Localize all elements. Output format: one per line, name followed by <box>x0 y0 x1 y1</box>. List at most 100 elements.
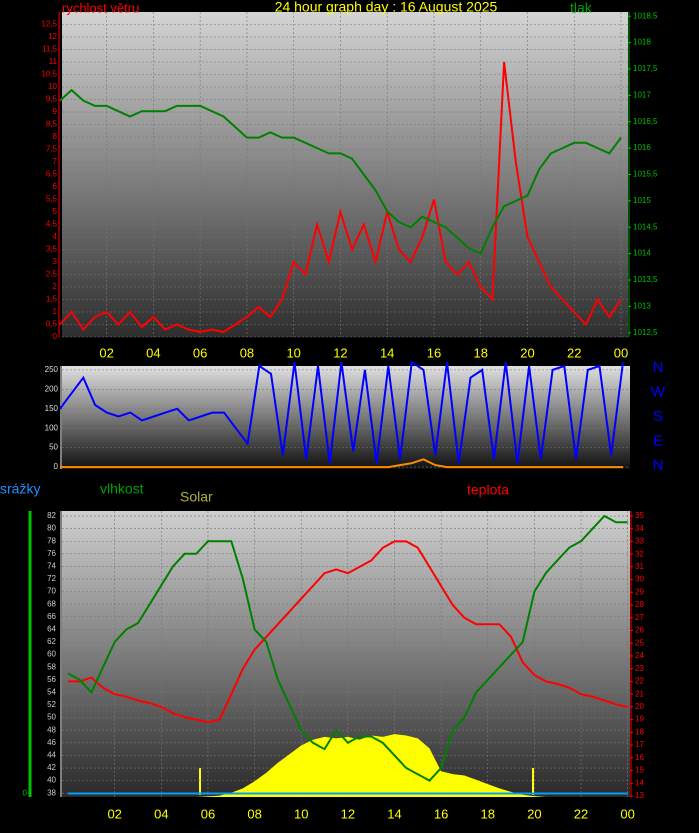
y2-axis-label: tlak <box>570 0 593 16</box>
y-tick-label: 1018,5 <box>633 11 658 20</box>
line <box>59 61 622 334</box>
y-tick-label: 50 <box>47 713 56 722</box>
y-tick-label: 1012,5 <box>633 328 658 337</box>
y-tick-label: 72 <box>47 574 56 583</box>
y-tick-label: 26 <box>635 626 644 635</box>
y-tick-label: 9 <box>53 107 58 116</box>
line <box>59 458 623 469</box>
y-tick-label: 2 <box>53 282 58 291</box>
x-tick-label: 20 <box>520 345 534 360</box>
y-tick-label: 27 <box>635 613 644 622</box>
x-tick-label: 20 <box>527 806 541 821</box>
x-tick-label: 16 <box>427 345 441 360</box>
y-tick-label: 2,5 <box>46 270 58 279</box>
x-tick-label: 22 <box>574 806 588 821</box>
y-tick-label: 38 <box>47 788 56 797</box>
x-tick-label: 10 <box>294 806 308 821</box>
x-tick-label: 18 <box>481 806 495 821</box>
y-tick-label: 62 <box>47 637 56 646</box>
series-label: Solar <box>180 489 213 505</box>
y-tick-label: 250 <box>45 365 59 374</box>
y-tick-label: 19 <box>635 715 644 724</box>
y-tick-label: 1017 <box>633 90 651 99</box>
line <box>59 360 624 464</box>
x-tick-label: 04 <box>146 345 160 360</box>
x-tick-label: 16 <box>434 806 448 821</box>
y-tick-label: 4 <box>53 232 58 241</box>
y-tick-label: 82 <box>47 511 56 520</box>
y-tick-label: 5,5 <box>46 195 58 204</box>
y-tick-label: 14 <box>635 778 644 787</box>
y-tick-label: 24 <box>635 651 644 660</box>
y-tick-label: 4,5 <box>46 220 58 229</box>
y-tick-label: 8,5 <box>46 120 58 129</box>
x-tick-label: 18 <box>473 345 487 360</box>
y-axis-label: vlhkost <box>100 481 144 497</box>
area <box>68 734 628 797</box>
y2-axis-label: teplota <box>467 482 509 498</box>
plot-area <box>62 366 630 469</box>
line <box>67 514 628 782</box>
y-tick-label: 1016,5 <box>633 117 658 126</box>
y-tick-label: 1018 <box>633 38 651 47</box>
y-tick-label: 1015,5 <box>633 170 658 179</box>
y-tick-label: 17 <box>635 740 644 749</box>
x-tick-label: 06 <box>193 345 207 360</box>
line <box>68 540 628 724</box>
y-tick-label: 1017,5 <box>633 64 658 73</box>
x-tick-label: 08 <box>247 806 261 821</box>
y-tick-label: 78 <box>47 536 56 545</box>
x-tick-label: 10 <box>286 345 300 360</box>
y-tick-label: 40 <box>47 776 56 785</box>
y-tick-label: 0 <box>53 332 58 341</box>
y-tick-label: 7 <box>53 157 58 166</box>
y-tick-label: 11 <box>49 57 58 66</box>
y-tick-label: 18 <box>635 727 644 736</box>
y-tick-label: 0 <box>23 789 28 798</box>
y-tick-label: 15 <box>635 766 644 775</box>
y-tick-label: 30 <box>635 575 644 584</box>
y-axis-label: rychlost větru <box>62 0 139 15</box>
y-tick-label: 29 <box>635 587 644 596</box>
y-tick-label: 64 <box>47 625 56 634</box>
y-tick-label: 1014 <box>633 249 651 258</box>
y-tick-label: 42 <box>47 763 56 772</box>
y-tick-label: 150 <box>45 404 59 413</box>
x-tick-label: 08 <box>240 345 254 360</box>
y-tick-label: 34 <box>635 524 644 533</box>
y-tick-label: 80 <box>47 524 56 533</box>
y-tick-label: 68 <box>47 599 56 608</box>
y-tick-label: 23 <box>635 664 644 673</box>
y-tick-label: 54 <box>47 688 56 697</box>
y-tick-label: 32 <box>635 549 644 558</box>
y-tick-label: 25 <box>635 638 644 647</box>
compass-label: W <box>651 383 666 400</box>
y-tick-label: 50 <box>49 443 58 452</box>
x-tick-label: 12 <box>333 345 347 360</box>
y-tick-label: 13 <box>635 791 644 800</box>
y-tick-label: 6 <box>53 182 58 191</box>
y-tick-label: 60 <box>47 650 56 659</box>
y-tick-label: 12 <box>48 32 57 41</box>
y-tick-label: 33 <box>635 537 644 546</box>
y-tick-label: 9,5 <box>46 95 58 104</box>
y-tick-label: 0,5 <box>46 320 58 329</box>
y-tick-label: 28 <box>635 600 644 609</box>
x-tick-label: 00 <box>620 806 634 821</box>
y-tick-label: 8 <box>53 132 58 141</box>
y-tick-label: 70 <box>47 587 56 596</box>
y-tick-label: 5 <box>53 207 58 216</box>
y-tick-label: 1,5 <box>46 295 58 304</box>
compass-label: N <box>653 359 664 376</box>
x-tick-label: 12 <box>341 806 355 821</box>
y-tick-label: 3 <box>53 257 58 266</box>
y-tick-label: 1016 <box>633 143 651 152</box>
y-tick-label: 21 <box>635 689 644 698</box>
y-tick-label: 3,5 <box>46 245 58 254</box>
compass-label: S <box>653 408 663 425</box>
y-tick-label: 0 <box>54 462 59 471</box>
x-tick-label: 02 <box>99 345 113 360</box>
x-tick-label: 22 <box>567 345 581 360</box>
